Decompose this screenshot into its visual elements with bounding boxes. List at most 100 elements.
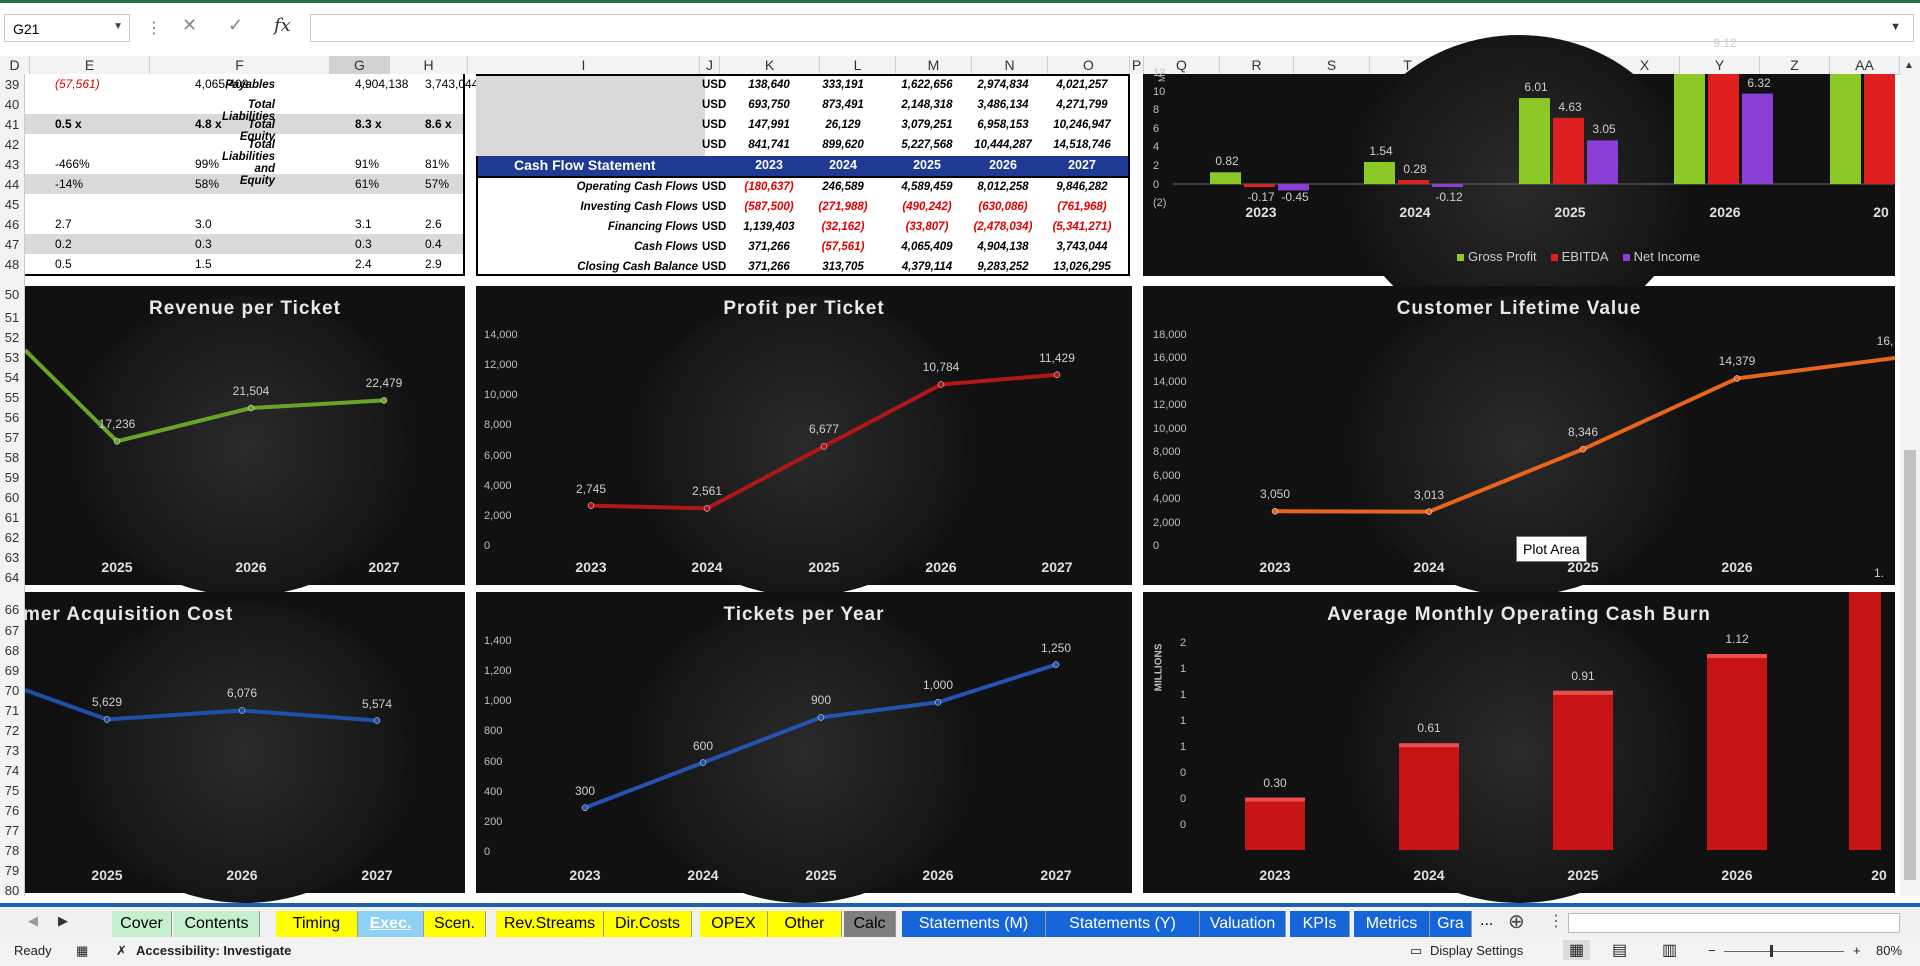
- row-header[interactable]: 44: [4, 177, 20, 192]
- column-header-e[interactable]: E: [30, 56, 150, 74]
- table-row[interactable]: Operating Cash Flows USD (180,637) 246,589 4…: [476, 178, 1128, 198]
- horizontal-scrollbar[interactable]: [1568, 913, 1900, 933]
- column-header-h[interactable]: H: [390, 56, 468, 74]
- column-header-p[interactable]: P: [1130, 56, 1144, 74]
- more-options-icon[interactable]: ⋮: [146, 20, 162, 37]
- name-box[interactable]: G21 ▼: [4, 14, 130, 42]
- column-header-x[interactable]: X: [1610, 56, 1680, 74]
- table-row[interactable]: Total Equity USD 147,991 26,129 3,079,251 6,9…: [240, 116, 1111, 143]
- profit-chart[interactable]: 12 10 8 6 4 2 0 (2) MI 0.82 -0.17 -0.45 1.54 0.28 -0.1…: [1143, 35, 1895, 335]
- cell-value[interactable]: 0.5: [55, 257, 72, 271]
- display-settings-icon[interactable]: ▭: [1410, 943, 1423, 958]
- sheet-tab[interactable]: OPEX: [700, 911, 768, 937]
- cell-value[interactable]: 2.6: [425, 217, 442, 231]
- cell-value[interactable]: 3.1: [355, 217, 372, 231]
- chart-legend[interactable]: Gross Profit EBITDA Net Income: [1443, 249, 1700, 264]
- cell-value[interactable]: 3.0: [195, 217, 212, 231]
- revenue-per-ticket-chart[interactable]: Revenue per Ticket 17,236 21,504 22,479 2025…: [25, 286, 465, 596]
- row-header[interactable]: 80: [4, 883, 20, 898]
- accessibility-status[interactable]: Accessibility: Investigate: [136, 943, 292, 958]
- tab-scroll-right-icon[interactable]: ▶: [58, 913, 68, 928]
- row-header[interactable]: 52: [4, 330, 20, 345]
- customer-lifetime-value-chart[interactable]: Customer Lifetime Value 18,000 16,000 14,00…: [1143, 286, 1895, 596]
- sheet-tab[interactable]: Gra: [1430, 911, 1472, 937]
- profit-per-ticket-chart[interactable]: Profit per Ticket 14,000 12,000 10,000 8,000…: [476, 286, 1132, 596]
- page-break-icon[interactable]: ▥: [1662, 942, 1678, 959]
- sheet-tab[interactable]: KPIs: [1290, 911, 1350, 937]
- cell-value[interactable]: 8.3 x: [355, 117, 382, 131]
- row-header[interactable]: 72: [4, 723, 20, 738]
- sheet-tab[interactable]: Exec.: [358, 911, 424, 937]
- row-header[interactable]: 63: [4, 550, 20, 565]
- row-header[interactable]: 61: [4, 510, 20, 525]
- scroll-thumb[interactable]: [1904, 450, 1916, 880]
- column-header-g[interactable]: G: [330, 56, 390, 74]
- cell-value[interactable]: 91%: [355, 157, 380, 171]
- row-header[interactable]: 41: [4, 117, 20, 132]
- cell-value[interactable]: 4,904,138: [355, 77, 409, 91]
- row-header[interactable]: 45: [4, 197, 20, 212]
- cell-value[interactable]: 4.8 x: [195, 117, 222, 131]
- row-header[interactable]: 73: [4, 743, 20, 758]
- sheet-tab[interactable]: Statements (Y): [1046, 911, 1200, 937]
- sheet-tab[interactable]: Scen.: [424, 911, 486, 937]
- table-row[interactable]: Total Liabilities USD 693,750 873,491 2,148,…: [222, 96, 1108, 123]
- cell-value[interactable]: 57%: [425, 177, 450, 191]
- accessibility-icon[interactable]: ✗: [116, 943, 127, 958]
- insert-function-icon[interactable]: fx: [274, 15, 291, 36]
- sheet-tab[interactable]: Contents: [174, 911, 260, 937]
- expand-formula-icon[interactable]: ▼: [1890, 21, 1901, 33]
- row-header[interactable]: 39: [4, 77, 20, 92]
- row-header[interactable]: 48: [4, 257, 20, 272]
- row-header[interactable]: 46: [4, 217, 20, 232]
- cell-value[interactable]: 2.4: [355, 257, 372, 271]
- zoom-thumb[interactable]: [1770, 945, 1773, 957]
- cell-value[interactable]: 61%: [355, 177, 380, 191]
- row-header[interactable]: 51: [4, 310, 20, 325]
- cell-value[interactable]: 4,065,409: [195, 77, 249, 91]
- sheet-tab[interactable]: Other: [768, 911, 842, 937]
- column-header-i[interactable]: I: [468, 56, 700, 74]
- row-header[interactable]: 68: [4, 643, 20, 658]
- column-header-q[interactable]: Q: [1144, 56, 1220, 74]
- column-header-aa[interactable]: AA: [1830, 56, 1900, 74]
- row-header[interactable]: 57: [4, 430, 20, 445]
- row-header[interactable]: 66: [4, 602, 20, 617]
- row-header[interactable]: 55: [4, 390, 20, 405]
- cash-burn-chart[interactable]: Average Monthly Operating Cash Burn 2 1 1 1 1…: [1143, 566, 1895, 903]
- row-header[interactable]: 54: [4, 370, 20, 385]
- cell-value[interactable]: 0.3: [195, 237, 212, 251]
- cell-value[interactable]: 3,743,044: [425, 77, 479, 91]
- sheet-tab[interactable]: Valuation: [1200, 911, 1286, 937]
- vertical-scrollbar[interactable]: ▲: [1900, 56, 1920, 896]
- table-row[interactable]: Total Liabilities and Equity USD 841,741 89…: [222, 136, 1111, 187]
- zoom-level[interactable]: 80%: [1876, 943, 1903, 958]
- cell-value[interactable]: 0.3: [355, 237, 372, 251]
- row-header[interactable]: 53: [4, 350, 20, 365]
- cell-value[interactable]: -14%: [55, 177, 84, 191]
- row-header[interactable]: 76: [4, 803, 20, 818]
- column-header-s[interactable]: S: [1294, 56, 1370, 74]
- sheet-tab[interactable]: Timing: [276, 911, 358, 937]
- more-tabs-icon[interactable]: ⋮: [1548, 913, 1564, 930]
- macro-icon[interactable]: ▦: [76, 943, 89, 958]
- row-header[interactable]: 50: [4, 287, 20, 302]
- row-header[interactable]: 42: [4, 137, 20, 152]
- column-header-j[interactable]: J: [700, 56, 720, 74]
- row-header[interactable]: 74: [4, 763, 20, 778]
- cell-value[interactable]: 81%: [425, 157, 450, 171]
- sheet-tab[interactable]: Rev.Streams: [496, 911, 604, 937]
- table-row[interactable]: Closing Cash Balance USD 371,266 313,705 4,3…: [476, 258, 1128, 278]
- row-header[interactable]: 70: [4, 683, 20, 698]
- column-header-r[interactable]: R: [1220, 56, 1294, 74]
- cell-value[interactable]: 1.5: [195, 257, 212, 271]
- display-settings[interactable]: Display Settings: [1430, 943, 1524, 958]
- page-layout-icon[interactable]: ▤: [1612, 942, 1628, 959]
- cell-value[interactable]: -466%: [55, 157, 90, 171]
- formula-input[interactable]: ▼: [310, 14, 1914, 42]
- column-header-y[interactable]: Y: [1680, 56, 1760, 74]
- cell-value[interactable]: 0.5 x: [55, 117, 82, 131]
- row-header[interactable]: 56: [4, 410, 20, 425]
- column-header-k[interactable]: K: [720, 56, 820, 74]
- table-row[interactable]: Cash Flows USD 371,266 (57,561) 4,065,409 4,9…: [476, 238, 1128, 258]
